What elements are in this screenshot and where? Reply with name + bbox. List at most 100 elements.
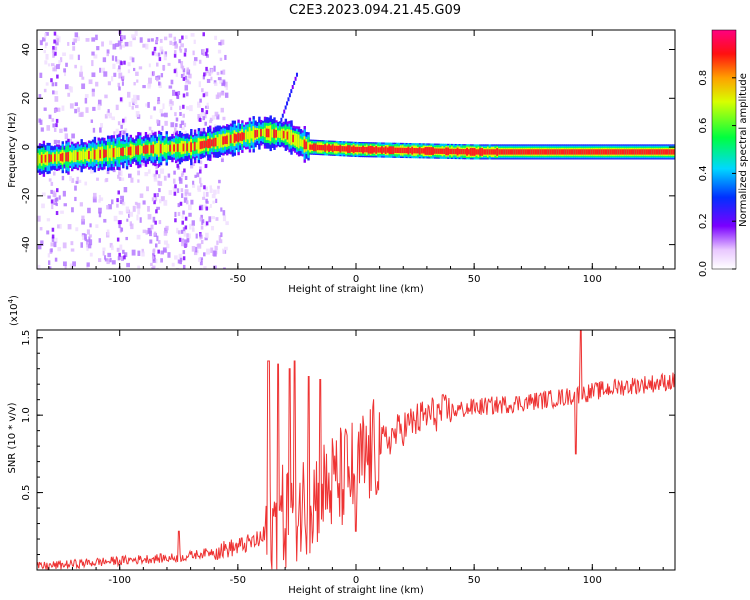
spectrogram-speckle xyxy=(218,239,223,244)
spectrogram-ridge-cell xyxy=(82,151,85,160)
spectrogram-streak xyxy=(173,50,177,55)
spectrogram-ridge-cell xyxy=(312,144,316,150)
spectrogram-streak xyxy=(174,184,177,189)
spectrogram-ridge-cell xyxy=(201,140,204,149)
spectrogram-speckle xyxy=(213,189,217,195)
spectrogram-speckle xyxy=(111,76,114,82)
spectrogram-ridge-cell xyxy=(337,145,340,152)
spectrogram-ridge-cell xyxy=(553,149,556,155)
spectrogram-speckle xyxy=(106,111,110,117)
spectrogram-speckle xyxy=(222,210,226,216)
spectrogram-speckle xyxy=(62,261,67,267)
spectrogram-streak xyxy=(181,220,184,225)
spectrogram-streak xyxy=(177,203,181,208)
spectrogram-speckle xyxy=(219,57,223,61)
spectrogram-ridge-cell xyxy=(137,145,140,155)
spectrogram-ridge-cell xyxy=(91,150,95,159)
spectrogram-speckle xyxy=(112,43,117,50)
spectrogram-ridge-cell xyxy=(382,147,386,153)
spectrogram-speckle xyxy=(148,77,152,84)
spectrogram-speckle xyxy=(63,68,67,73)
spectrogram-streak xyxy=(199,233,202,238)
spectrogram-speckle xyxy=(81,215,85,222)
spectrogram-speckle xyxy=(180,43,184,48)
spectrogram-speckle xyxy=(71,178,75,183)
spectrogram-streak xyxy=(51,49,55,54)
spectrogram-ridge-cell xyxy=(607,149,611,155)
spectrogram-ridge-cell xyxy=(350,146,354,152)
spectrogram-speckle xyxy=(91,37,96,42)
spectrogram-speckle xyxy=(65,62,68,67)
spectrogram-ridge-cell xyxy=(273,129,276,139)
spectrogram-streak xyxy=(158,81,161,86)
spectrogram-ridge-cell xyxy=(212,138,216,147)
spectrogram-speckle xyxy=(90,169,94,174)
spectrogram-speckle xyxy=(72,46,76,51)
spectrogram-ridge-cell xyxy=(190,142,193,152)
spectrogram-ridge-cell xyxy=(530,149,533,155)
spectrogram-ridge-cell xyxy=(292,134,295,143)
spectrogram-ridge-cell xyxy=(611,149,615,155)
spectrogram-ridge-cell xyxy=(655,149,658,155)
spectrogram-streak xyxy=(156,62,159,67)
spectrogram-streak xyxy=(173,69,177,74)
spectrogram-speckle xyxy=(115,43,119,47)
spectrogram-speckle xyxy=(124,116,127,123)
spectrogram-speckle xyxy=(211,216,215,220)
spectrogram-speckle xyxy=(168,85,173,89)
spectrogram-ridge-cell xyxy=(275,129,278,138)
spectrogram-ridge-cell xyxy=(135,146,138,155)
spectrogram-ridge-cell xyxy=(167,144,170,152)
spectrogram-ridge-cell xyxy=(520,149,524,155)
spectrogram-speckle xyxy=(220,232,223,238)
spectrogram-streak xyxy=(202,32,205,37)
spectrogram-ridge-cell xyxy=(617,149,620,155)
spectrogram-speckle xyxy=(109,257,112,263)
spectrogram-streak xyxy=(153,200,156,205)
spectrogram-speckle xyxy=(84,97,88,104)
spectrogram-streak xyxy=(55,123,58,128)
spectrogram-speckle xyxy=(99,127,102,133)
spectrogram-speckle xyxy=(37,215,41,222)
spectrogram-speckle xyxy=(134,201,138,205)
spectrogram-speckle xyxy=(68,86,72,91)
spectrogram-streak xyxy=(198,206,202,211)
spectrogram-streak xyxy=(50,181,54,186)
spectrogram-streak xyxy=(121,35,124,40)
spectrogram-speckle xyxy=(184,239,188,246)
spectrogram-streak xyxy=(152,248,156,253)
spectrogram-ridge-cell xyxy=(526,149,530,155)
spectrogram-ridge-cell xyxy=(171,144,174,153)
spectrogram-speckle xyxy=(160,73,164,78)
spectrogram-speckle xyxy=(76,36,80,42)
spectrogram-streak xyxy=(50,78,53,83)
spectrogram-speckle xyxy=(165,225,169,231)
spectrogram-speckle xyxy=(220,70,223,75)
spectrogram-ridge-cell xyxy=(624,149,628,155)
spectrogram-streak xyxy=(177,230,181,235)
spectrogram-xtick-label: -50 xyxy=(230,274,246,285)
spectrogram-speckle xyxy=(139,37,143,43)
spectrogram-streak xyxy=(183,168,186,173)
spectrogram-speckle xyxy=(63,127,68,132)
spectrogram-ridge-cell xyxy=(390,147,393,153)
spectrogram-ridge-cell xyxy=(485,149,488,155)
spectrogram-ridge-cell xyxy=(640,149,643,155)
spectrogram-speckle xyxy=(185,184,188,188)
spectrogram-ridge-cell xyxy=(140,146,144,154)
spectrogram-ridge-cell xyxy=(541,149,545,155)
spectrogram-speckle xyxy=(130,177,134,183)
spectrogram-speckle xyxy=(81,76,85,80)
spectrogram-ridge-cell xyxy=(116,147,119,157)
spectrogram-streak xyxy=(199,183,203,188)
spectrogram-ridge-cell xyxy=(286,131,289,140)
spectrogram-ridge-cell xyxy=(258,128,261,138)
spectrogram-speckle xyxy=(204,91,209,97)
spectrogram-streak xyxy=(199,128,203,133)
spectrogram-ridge-cell xyxy=(615,149,618,155)
spectrogram-speckle xyxy=(184,81,188,85)
spectrogram-streak xyxy=(154,220,157,225)
spectrogram-streak xyxy=(205,48,209,53)
spectrogram-streak xyxy=(157,240,161,245)
